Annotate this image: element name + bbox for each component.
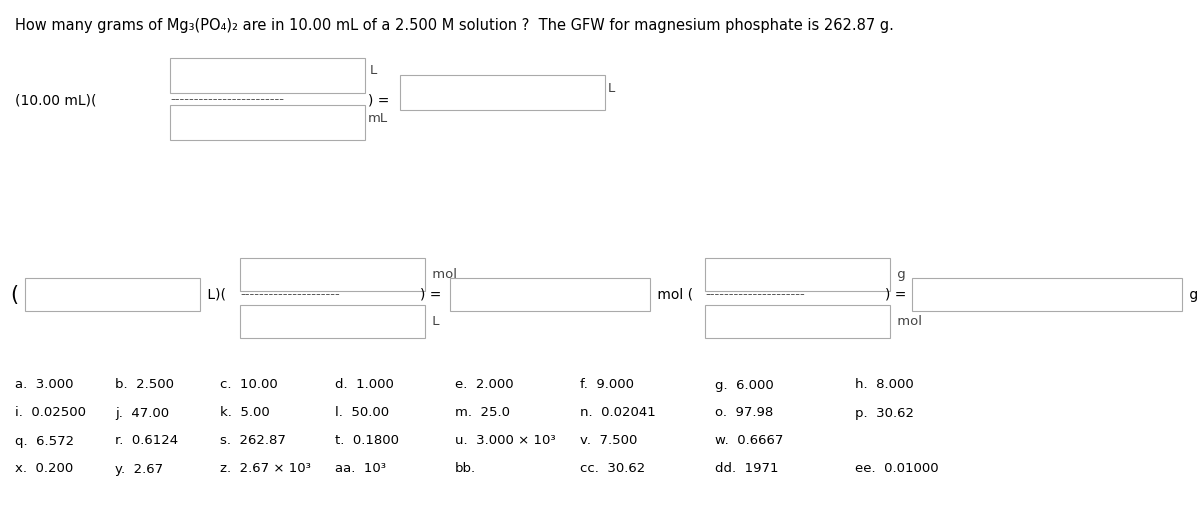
Text: r.  0.6124: r. 0.6124 [115,435,178,448]
Text: ) =: ) = [420,288,442,302]
Text: ---------------------: --------------------- [240,289,340,302]
Text: k.  5.00: k. 5.00 [220,406,270,419]
Text: x.  0.200: x. 0.200 [14,463,73,476]
Bar [706,305,890,338]
Text: mol (: mol ( [653,288,694,302]
Text: L)(: L)( [203,288,226,302]
Bar [25,278,200,311]
Bar [170,58,365,93]
Text: L: L [428,315,439,328]
Text: j.  47.00: j. 47.00 [115,406,169,419]
Bar [706,258,890,291]
Text: v.  7.500: v. 7.500 [580,435,637,448]
Text: p.  30.62: p. 30.62 [854,406,914,419]
Text: L: L [370,64,377,77]
Text: e.  2.000: e. 2.000 [455,378,514,391]
Text: mol: mol [428,268,457,281]
Text: o.  97.98: o. 97.98 [715,406,773,419]
Text: dd.  1971: dd. 1971 [715,463,779,476]
Bar [240,305,425,338]
Text: (10.00 mL)(: (10.00 mL)( [14,93,96,107]
Text: n.  0.02041: n. 0.02041 [580,406,655,419]
Text: h.  8.000: h. 8.000 [854,378,913,391]
Bar [450,278,650,311]
Text: s.  262.87: s. 262.87 [220,435,286,448]
Text: ) =: ) = [368,93,389,107]
Text: i.  0.02500: i. 0.02500 [14,406,86,419]
Text: g: g [1186,288,1199,302]
Text: t.  0.1800: t. 0.1800 [335,435,398,448]
Bar [912,278,1182,311]
Text: aa.  10³: aa. 10³ [335,463,386,476]
Text: m.  25.0: m. 25.0 [455,406,510,419]
Text: w.  0.6667: w. 0.6667 [715,435,784,448]
Text: f.  9.000: f. 9.000 [580,378,634,391]
Text: y.  2.67: y. 2.67 [115,463,163,476]
Text: How many grams of Mg₃(PO₄)₂ are in 10.00 mL of a 2.500 M solution ?  The GFW for: How many grams of Mg₃(PO₄)₂ are in 10.00… [14,18,894,33]
Text: q.  6.572: q. 6.572 [14,435,74,448]
Bar [400,75,605,110]
Text: ------------------------: ------------------------ [170,93,284,106]
Text: mol: mol [893,315,922,328]
Bar [170,105,365,140]
Text: (: ( [10,285,18,305]
Text: ee.  0.01000: ee. 0.01000 [854,463,938,476]
Text: a.  3.000: a. 3.000 [14,378,73,391]
Text: bb.: bb. [455,463,476,476]
Text: ) =: ) = [886,288,906,302]
Text: c.  10.00: c. 10.00 [220,378,277,391]
Text: z.  2.67 × 10³: z. 2.67 × 10³ [220,463,311,476]
Text: ---------------------: --------------------- [706,289,805,302]
Text: cc.  30.62: cc. 30.62 [580,463,646,476]
Text: l.  50.00: l. 50.00 [335,406,389,419]
Text: g: g [893,268,906,281]
Text: d.  1.000: d. 1.000 [335,378,394,391]
Text: L: L [608,81,616,94]
Bar [240,258,425,291]
Text: b.  2.500: b. 2.500 [115,378,174,391]
Text: g.  6.000: g. 6.000 [715,378,774,391]
Text: mL: mL [368,111,388,125]
Text: u.  3.000 × 10³: u. 3.000 × 10³ [455,435,556,448]
